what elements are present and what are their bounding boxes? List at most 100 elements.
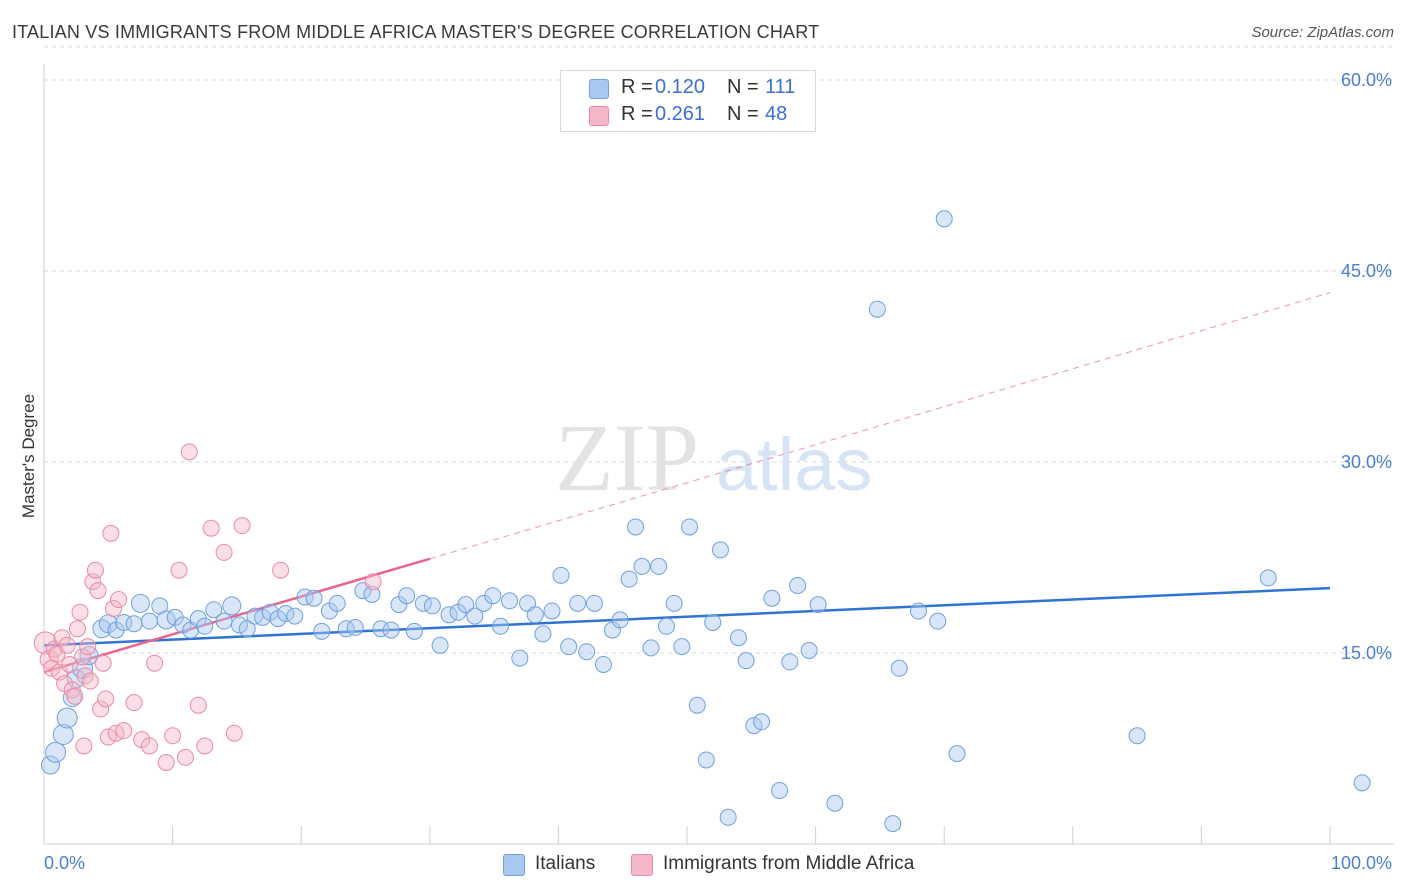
chart-title: ITALIAN VS IMMIGRANTS FROM MIDDLE AFRICA… xyxy=(12,22,820,42)
middle-africa-point xyxy=(79,638,97,656)
italians-point xyxy=(753,713,771,731)
italians-point xyxy=(1353,774,1371,792)
italians-point xyxy=(800,641,818,659)
x-tick-label: 100.0% xyxy=(1331,853,1392,873)
legend-swatch-pink xyxy=(589,106,609,126)
middle-africa-point xyxy=(102,524,120,542)
italians-point xyxy=(868,300,886,318)
italians-point xyxy=(552,566,570,584)
middle-africa-point xyxy=(94,654,112,672)
middle-africa-point xyxy=(146,654,164,672)
italians-point xyxy=(222,596,242,616)
middle-africa-point xyxy=(74,648,92,666)
italians-point xyxy=(560,638,578,656)
legend-row-middle-africa: R = 0.261 N = 48 xyxy=(561,102,815,128)
italians-point xyxy=(52,723,74,745)
italians-point xyxy=(620,570,638,588)
middle-africa-point xyxy=(76,667,94,685)
trend-lines xyxy=(43,292,1331,674)
italians-point xyxy=(711,541,729,559)
italians-point xyxy=(466,607,484,625)
italians-point xyxy=(642,639,660,657)
y-tick-label: 15.0% xyxy=(1341,643,1392,663)
middle-africa-point xyxy=(202,519,220,537)
italians-point xyxy=(826,794,844,812)
bottom-legend-swatch-blue xyxy=(503,854,525,876)
italians-point xyxy=(328,594,346,612)
italians-point xyxy=(492,617,510,635)
italians-point xyxy=(569,594,587,612)
italians-point xyxy=(884,815,902,833)
italians-point xyxy=(125,615,143,633)
legend-n-label: N = xyxy=(727,76,759,98)
middle-africa-point xyxy=(110,591,128,609)
italians-point xyxy=(337,620,355,638)
italians-point xyxy=(673,638,691,656)
italians-point xyxy=(909,602,927,620)
italians-point xyxy=(1128,727,1146,745)
watermark: ZIP atlas xyxy=(555,404,872,511)
italians-point xyxy=(697,751,715,769)
italians-point xyxy=(205,601,223,619)
italians-point xyxy=(45,741,67,763)
italians-point xyxy=(296,588,314,606)
axes xyxy=(43,64,1394,845)
middle-africa-point xyxy=(176,748,194,766)
x-tick-label: 0.0% xyxy=(44,853,85,873)
grid-lines xyxy=(44,46,1394,654)
middle-africa-point xyxy=(157,754,175,772)
middle-africa-trend-line xyxy=(429,292,1331,560)
italians-point xyxy=(578,643,596,661)
italians-point xyxy=(650,557,668,575)
italians-point xyxy=(729,629,747,647)
italians-point xyxy=(382,621,400,639)
italians-point xyxy=(737,652,755,670)
legend-swatch-blue xyxy=(589,79,609,99)
y-tick-label: 60.0% xyxy=(1341,70,1392,90)
legend-n-label: N = xyxy=(727,103,759,125)
bottom-legend-label: Italians xyxy=(535,853,596,874)
middle-africa-point xyxy=(104,599,122,617)
middle-africa-point xyxy=(164,727,182,745)
middle-africa-point xyxy=(97,690,115,708)
middle-africa-point xyxy=(115,722,133,740)
bottom-legend-swatch-pink xyxy=(631,854,653,876)
middle-africa-point xyxy=(196,737,214,755)
italians-point xyxy=(215,612,233,630)
tick-labels: 15.0% 30.0% 45.0% 60.0% 0.0% 100.0% xyxy=(44,70,1392,873)
middle-africa-point xyxy=(272,561,290,579)
italians-point xyxy=(313,622,331,640)
bottom-legend-label: Immigrants from Middle Africa xyxy=(663,853,915,874)
middle-africa-point xyxy=(81,672,99,690)
italians-point xyxy=(771,782,789,800)
middle-africa-trend-line xyxy=(43,557,431,674)
italians-point xyxy=(405,622,423,640)
italians-point xyxy=(230,616,248,634)
italians-point xyxy=(40,755,60,775)
italians-point xyxy=(501,592,519,610)
italians-point xyxy=(484,587,502,605)
italians-point xyxy=(789,577,807,595)
italians-point xyxy=(534,625,552,643)
italians-point xyxy=(543,602,561,620)
italians-point xyxy=(585,594,603,612)
italians-point xyxy=(457,596,475,614)
italians-point xyxy=(56,707,78,729)
italians-point xyxy=(948,745,966,763)
italians-trend-line xyxy=(43,586,1331,647)
italians-point xyxy=(611,611,629,629)
italians-point xyxy=(681,518,699,536)
italians-point xyxy=(398,587,416,605)
legend-n-value: 48 xyxy=(765,103,788,125)
middle-africa-point xyxy=(215,543,233,561)
middle-africa-point xyxy=(189,696,207,714)
legend-r-value: 0.120 xyxy=(655,76,706,98)
italians-point xyxy=(665,594,683,612)
middle-africa-point xyxy=(92,700,110,718)
middle-africa-point xyxy=(58,636,76,654)
italians-point xyxy=(363,585,381,603)
italians-point xyxy=(130,593,150,613)
italians-point xyxy=(196,617,214,635)
legend-r-label: R = xyxy=(621,103,653,125)
middle-africa-point xyxy=(86,561,104,579)
